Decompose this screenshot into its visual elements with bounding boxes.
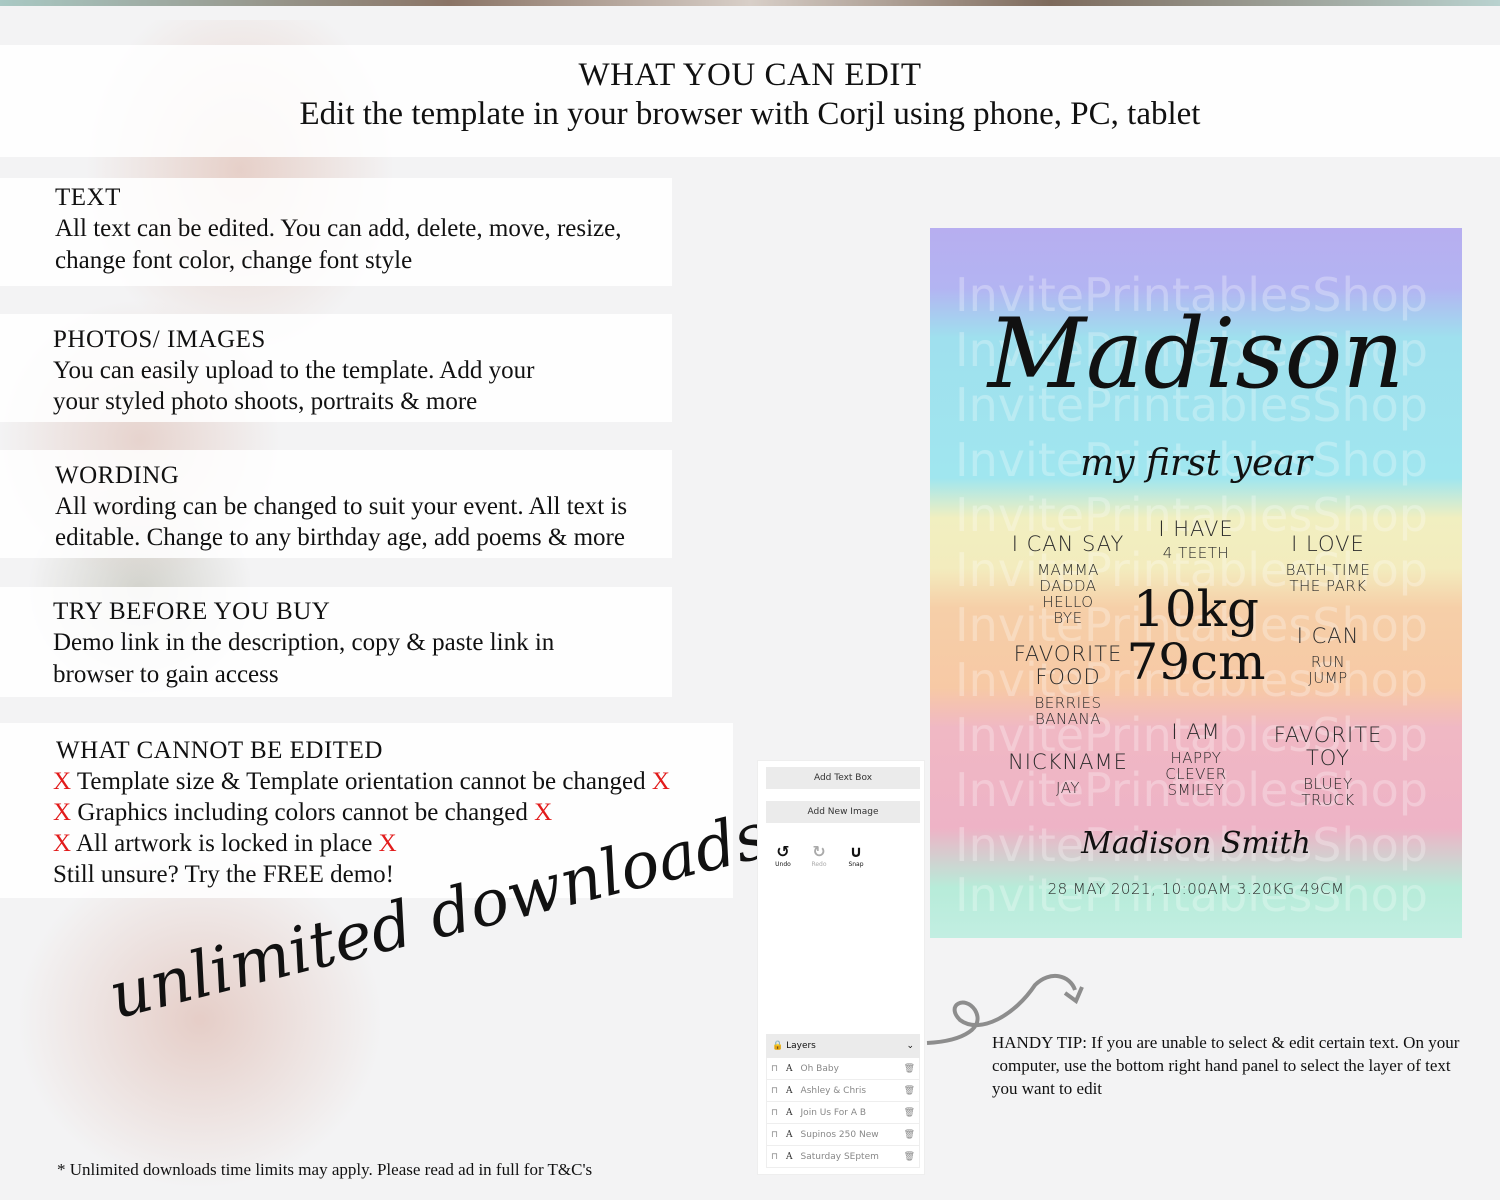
watermark: InvitePrintablesShop [955,323,1429,377]
poster-footer: 28 MAY 2021, 10:00AM 3.20KG 49CM [1047,880,1345,898]
snap-button[interactable]: ∪ Snap [843,842,869,869]
section-title: WHAT CANNOT BE EDITED [56,737,383,764]
layer-row[interactable]: ⊓ A Oh Baby 🗑 [766,1058,920,1080]
poster-weight: 10kg [1133,580,1259,638]
section-photos: PHOTOS/ IMAGES You can easily upload to … [0,314,672,422]
poster-preview: InvitePrintablesShop InvitePrintablesSho… [930,228,1462,938]
poster-block: I HAVE 4 TEETH [1158,517,1234,562]
add-text-box-button[interactable]: Add Text Box [766,767,920,789]
layer-row[interactable]: ⊓ A Join Us For A B 🗑 [766,1102,920,1124]
unlock-icon: ⊓ [771,1108,779,1118]
top-image-strip [0,0,1500,6]
poster-block: FAVORITE TOY BLUEY TRUCK [1273,723,1383,809]
layers-panel: 🔒 Layers ⌄ ⊓ A Oh Baby 🗑 ⊓ A Ashley & Chris 🗑 ⊓… [766,1034,920,1168]
text-layer-icon: A [786,1152,793,1162]
text-layer-icon: A [786,1086,793,1096]
section-body: All text can be edited. You can add, del… [55,215,622,274]
corjl-editor-panel: Add Text Box Add New Image ↺ Undo ↻ Redo ∪… [757,760,925,1175]
cannot-closing: Still unsure? Try the FREE demo! [53,861,394,888]
lock-icon: 🔒 [772,1041,784,1051]
watermark: InvitePrintablesShop [955,598,1429,652]
redo-icon: ↻ [812,842,826,861]
poster-subtitle: my first year [1080,443,1312,484]
layers-header[interactable]: 🔒 Layers ⌄ [766,1034,920,1058]
layer-row[interactable]: ⊓ A Supinos 250 New 🗑 [766,1124,920,1146]
trash-icon: 🗑 [903,1152,915,1162]
trash-icon: 🗑 [903,1086,915,1096]
chevron-down-icon: ⌄ [906,1041,914,1051]
watermark: InvitePrintablesShop [955,488,1429,542]
unlock-icon: ⊓ [771,1152,779,1162]
watermark: InvitePrintablesShop [955,268,1429,322]
poster-block: NICKNAME JAY [1008,750,1128,797]
curly-arrow-icon [926,974,1084,1045]
watermark: InvitePrintablesShop [955,378,1429,432]
section-title: TEXT [55,184,121,211]
poster-block: I CAN RUN JUMP [1296,624,1360,687]
header-band: WHAT YOU CAN EDIT Edit the template in y… [0,45,1500,157]
text-layer-icon: A [786,1130,793,1140]
layer-row[interactable]: ⊓ A Ashley & Chris 🗑 [766,1080,920,1102]
section-cannot: WHAT CANNOT BE EDITED X Template size & … [0,723,733,898]
watermark: InvitePrintablesShop [955,433,1429,487]
poster-block: I CAN SAY MAMMA DADDA HELLO BYE [1011,532,1125,627]
trash-icon: 🗑 [903,1130,915,1140]
poster-block: I AM HAPPY CLEVER SMILEY [1165,720,1227,799]
poster-block: I LOVE BATH TIME THE PARK [1285,532,1371,595]
poster-name: Madison [987,298,1405,410]
text-layer-icon: A [786,1064,793,1074]
watermark: InvitePrintablesShop [955,708,1429,762]
watermark: InvitePrintablesShop [955,543,1429,597]
cannot-item: X Template size & Template orientation c… [53,768,670,795]
page-subtitle: Edit the template in your browser with C… [299,96,1201,132]
page-title: WHAT YOU CAN EDIT [578,57,922,93]
undo-button[interactable]: ↺ Undo [770,842,796,869]
section-title: WORDING [55,462,180,489]
trash-icon: 🗑 [903,1064,915,1074]
watermark: InvitePrintablesShop [955,868,1429,922]
section-text: TEXT All text can be edited. You can add… [0,178,672,286]
text-layer-icon: A [786,1108,793,1118]
unlock-icon: ⊓ [771,1064,779,1074]
section-title: PHOTOS/ IMAGES [53,326,266,353]
layer-row[interactable]: ⊓ A Saturday SEptem 🗑 [766,1146,920,1168]
poster-height: 79cm [1126,633,1266,691]
section-body: Demo link in the description, copy & pas… [53,629,555,688]
unlock-icon: ⊓ [771,1086,779,1096]
watermark: InvitePrintablesShop [955,818,1429,872]
section-body: All wording can be changed to suit your … [55,493,628,551]
cannot-item: X All artwork is locked in place X [53,830,397,857]
unlock-icon: ⊓ [771,1130,779,1140]
trash-icon: 🗑 [903,1108,915,1118]
add-new-image-button[interactable]: Add New Image [766,801,920,823]
footnote: * Unlimited downloads time limits may ap… [57,1160,593,1179]
cannot-item: X Graphics including colors cannot be ch… [53,799,553,826]
watermark: InvitePrintablesShop [955,653,1429,707]
handy-tip: HANDY TIP: If you are unable to select &… [992,1033,1460,1098]
undo-icon: ↺ [776,842,790,861]
watermark: InvitePrintablesShop [955,763,1429,817]
section-title: TRY BEFORE YOU BUY [53,598,331,625]
magnet-icon: ∪ [849,842,863,861]
section-wording: WORDING All wording can be changed to su… [0,450,672,558]
poster-block: FAVORITE FOOD BERRIES BANANA [1013,642,1123,728]
poster-signature: Madison Smith [1081,826,1311,861]
redo-button[interactable]: ↻ Redo [806,842,832,869]
section-try: TRY BEFORE YOU BUY Demo link in the desc… [0,587,672,697]
section-body: You can easily upload to the template. A… [53,357,535,415]
